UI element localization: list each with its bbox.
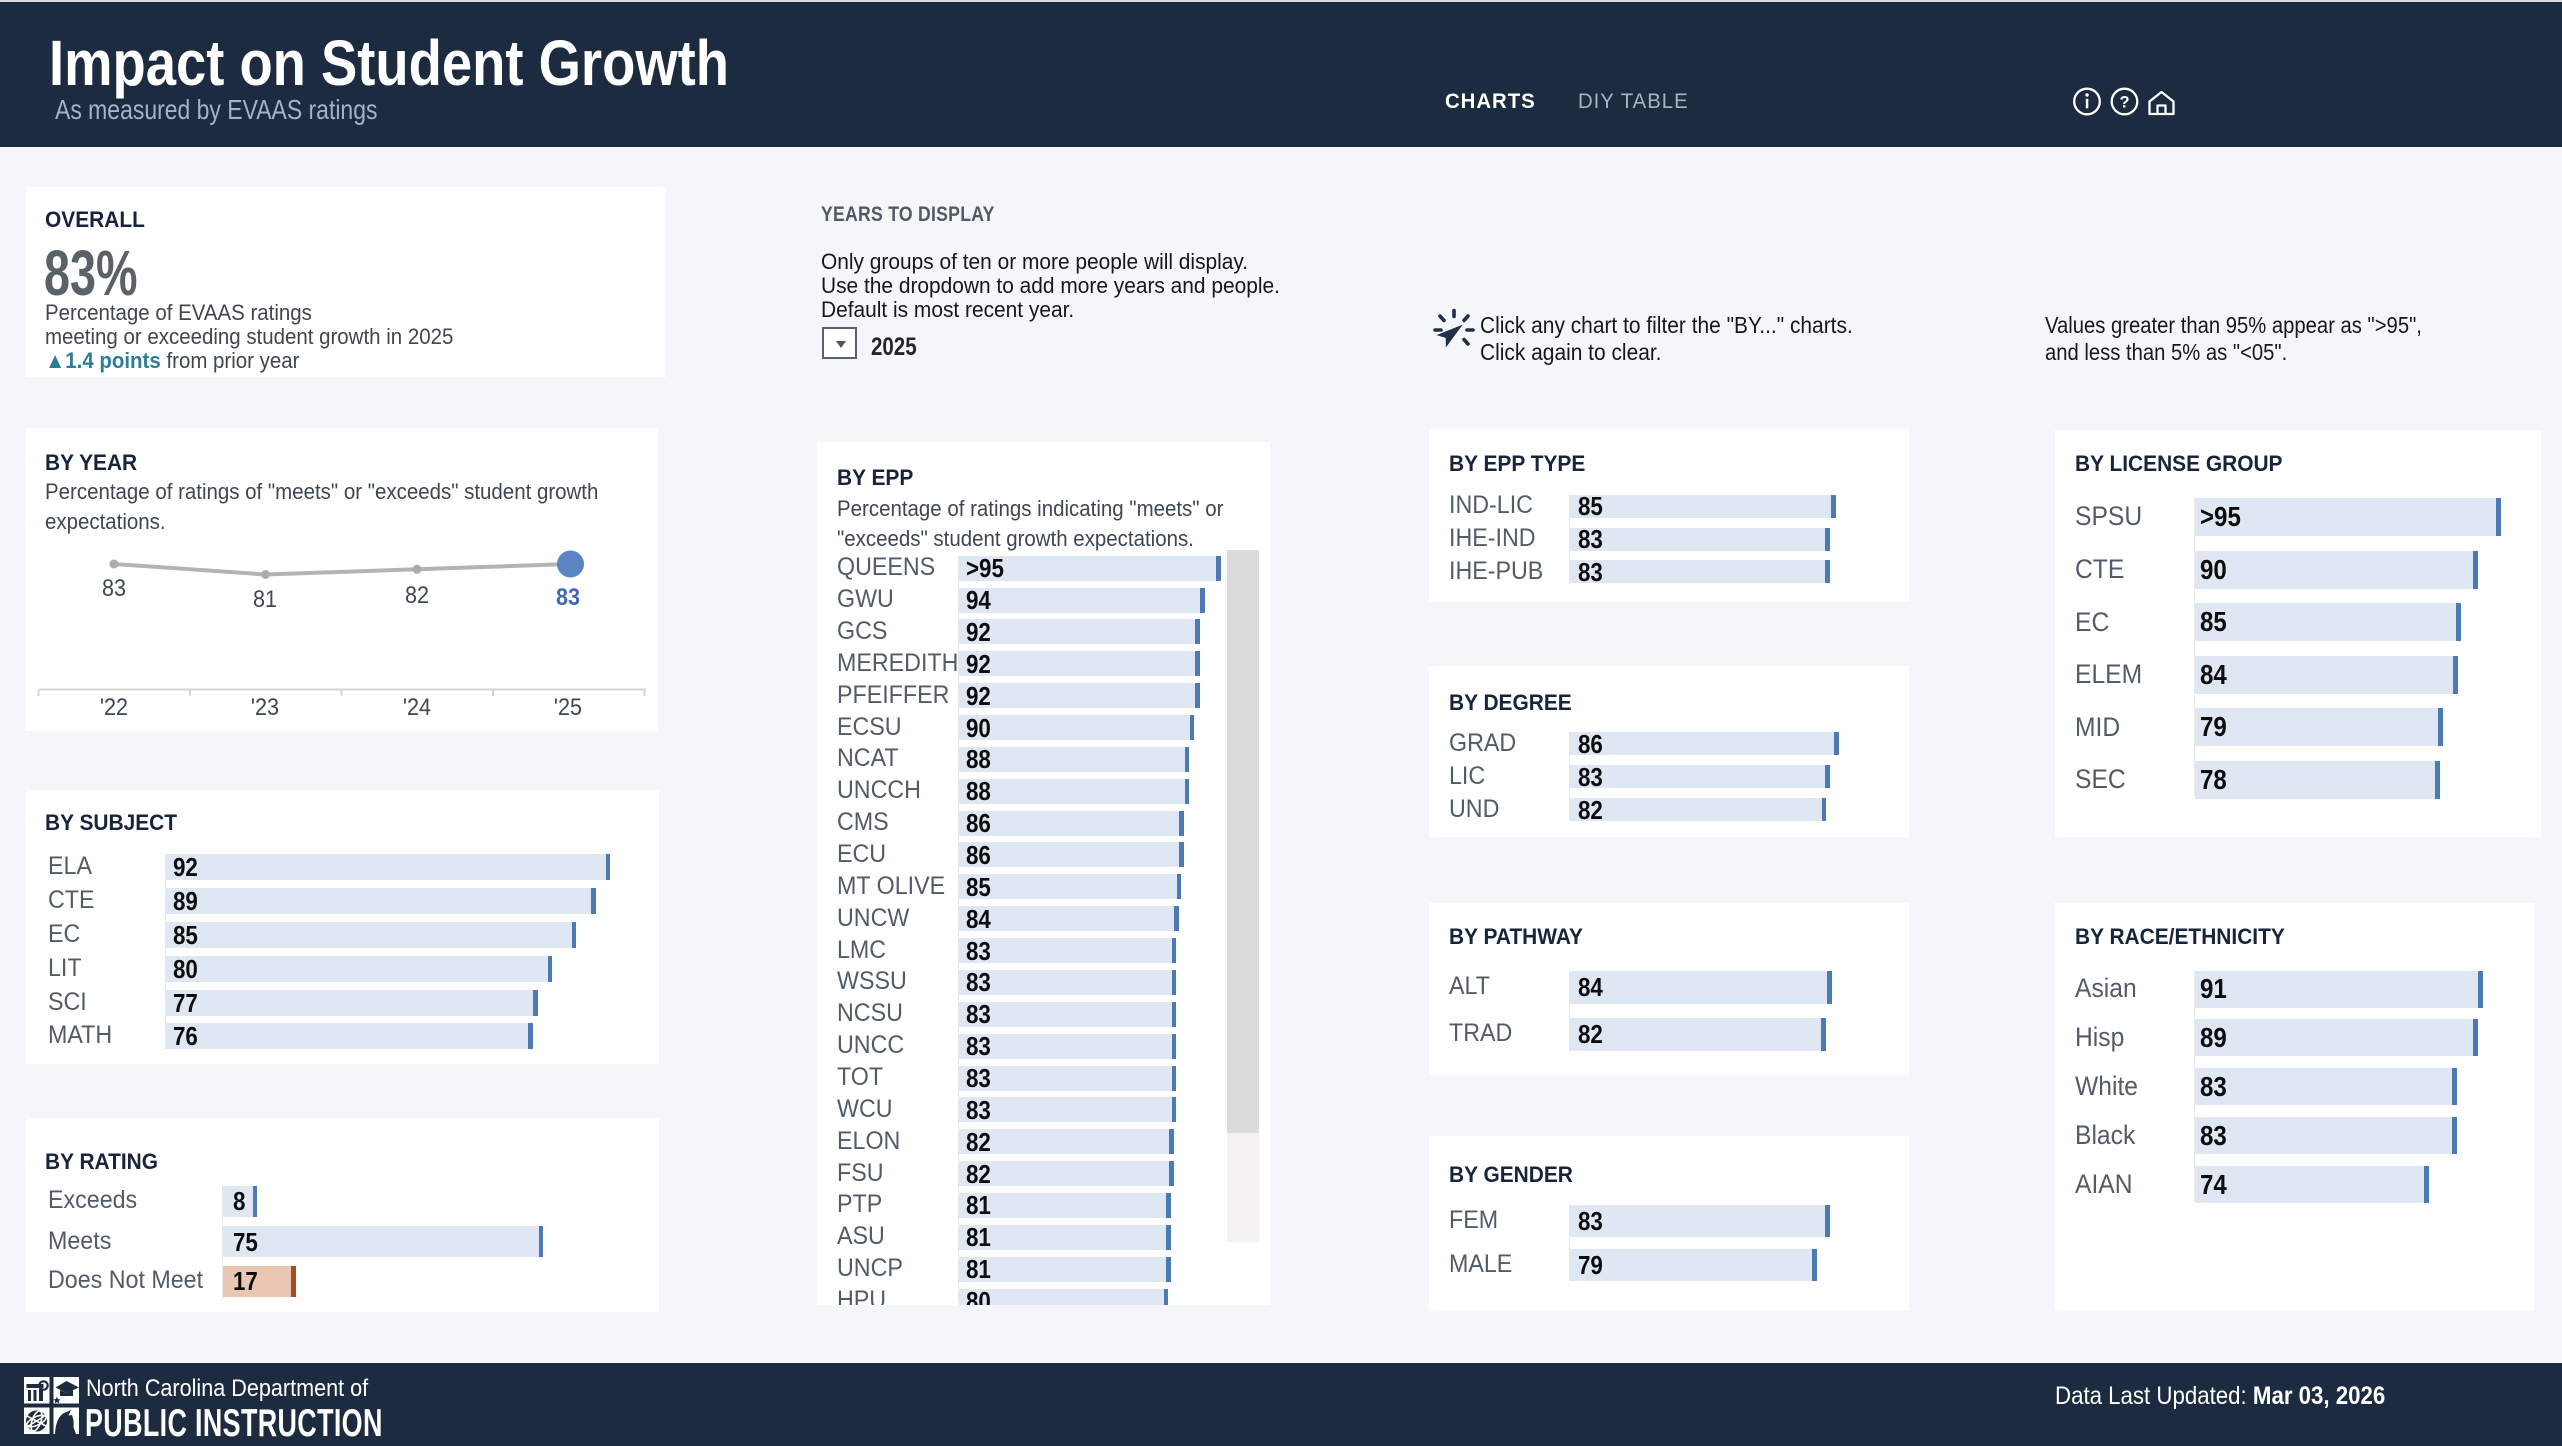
svg-text:?: ? bbox=[2119, 94, 2129, 112]
